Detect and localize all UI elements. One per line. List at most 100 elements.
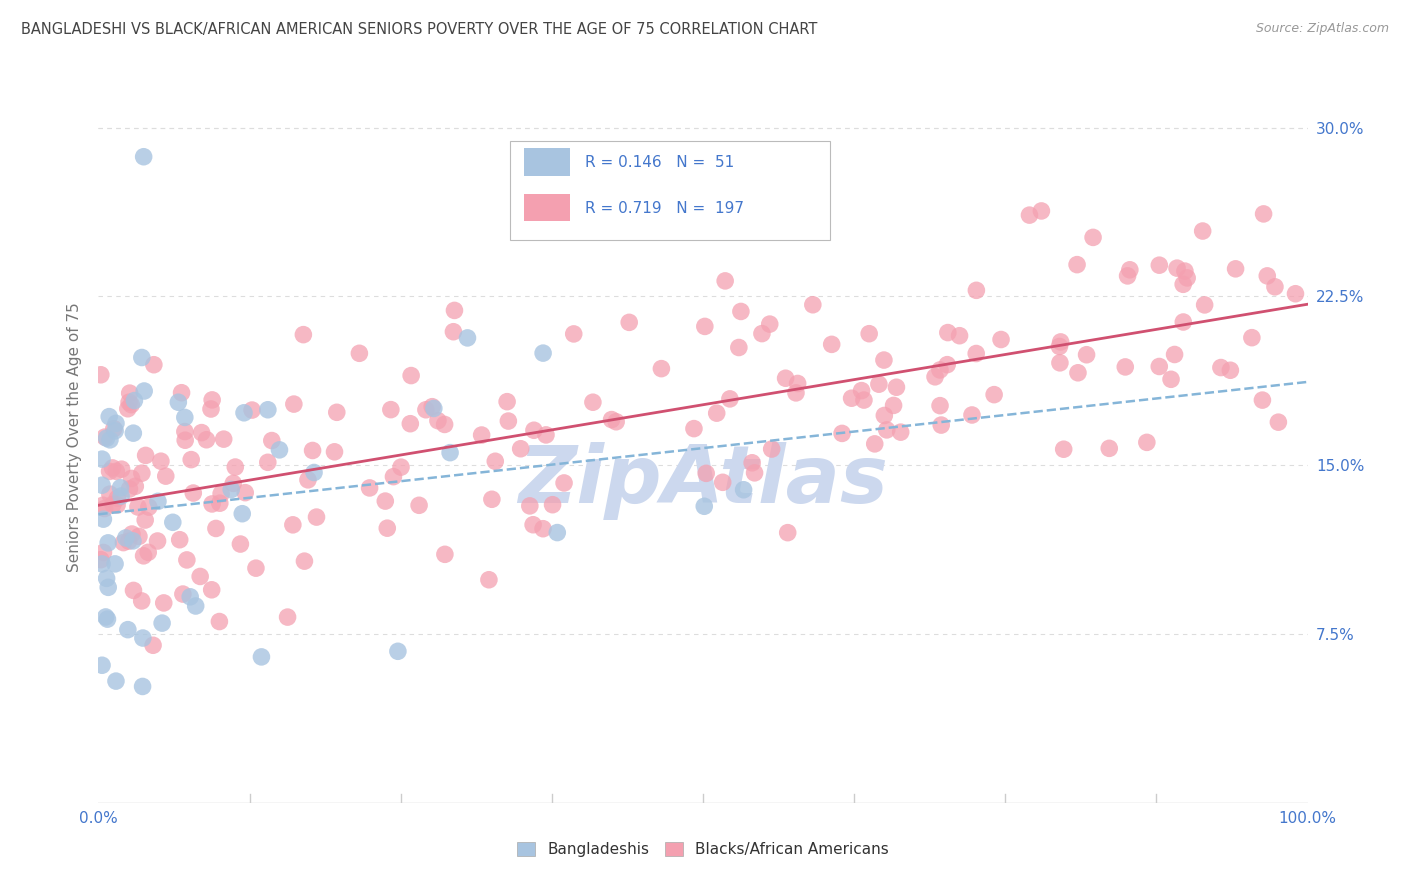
Point: [785, 385, 807, 400]
Point: [167, 395, 190, 409]
Point: [283, 397, 305, 411]
Point: [142, 358, 165, 372]
Point: [758, 317, 780, 331]
Point: [706, 406, 728, 420]
Point: [776, 525, 799, 540]
Point: [98, 464, 121, 478]
Point: [122, 533, 145, 548]
Point: [541, 498, 564, 512]
Point: [93, 545, 115, 559]
Point: [983, 387, 1005, 401]
Point: [1049, 339, 1071, 353]
Point: [326, 405, 349, 419]
Point: [441, 325, 464, 339]
Point: [97, 536, 120, 550]
Point: [292, 327, 315, 342]
Point: [101, 461, 124, 475]
Point: [619, 315, 641, 329]
Point: [110, 481, 132, 495]
Point: [305, 510, 328, 524]
Point: [149, 454, 172, 468]
Point: [693, 319, 716, 334]
Point: [135, 449, 157, 463]
Point: [96, 431, 118, 445]
Point: [179, 590, 201, 604]
Point: [240, 403, 263, 417]
Point: [481, 492, 503, 507]
Point: [195, 433, 218, 447]
Point: [1049, 334, 1071, 349]
Point: [229, 537, 252, 551]
Point: [104, 424, 127, 438]
Point: [929, 363, 952, 377]
Point: [104, 674, 127, 689]
Point: [281, 517, 304, 532]
Point: [250, 649, 273, 664]
Point: [150, 616, 173, 631]
Point: [883, 398, 905, 412]
FancyBboxPatch shape: [509, 141, 830, 240]
Point: [180, 452, 202, 467]
Point: [359, 481, 381, 495]
Point: [1114, 359, 1136, 374]
Point: [91, 658, 114, 673]
Point: [294, 554, 316, 568]
Point: [890, 425, 912, 439]
Point: [456, 331, 478, 345]
Point: [208, 496, 231, 510]
Point: [965, 346, 987, 360]
Point: [426, 414, 449, 428]
Point: [868, 377, 890, 392]
Point: [94, 610, 117, 624]
Point: [173, 410, 195, 425]
Point: [546, 525, 568, 540]
Text: Source: ZipAtlas.com: Source: ZipAtlas.com: [1256, 22, 1389, 36]
Point: [277, 610, 299, 624]
Point: [1067, 366, 1090, 380]
Point: [531, 522, 554, 536]
Point: [478, 573, 501, 587]
Point: [104, 557, 127, 571]
Point: [929, 399, 952, 413]
Point: [509, 442, 531, 456]
Point: [93, 501, 115, 516]
Point: [821, 337, 844, 351]
Point: [181, 486, 204, 500]
Point: [184, 599, 207, 613]
Point: [1160, 372, 1182, 386]
Point: [1251, 393, 1274, 408]
Point: [420, 400, 443, 414]
Point: [695, 467, 717, 481]
Point: [134, 384, 156, 398]
Point: [1191, 224, 1213, 238]
Point: [90, 368, 112, 382]
Point: [730, 304, 752, 318]
Point: [873, 353, 896, 368]
Point: [1049, 356, 1071, 370]
Point: [118, 482, 141, 496]
Point: [650, 361, 672, 376]
Point: [233, 406, 256, 420]
Point: [245, 561, 267, 575]
Point: [1119, 262, 1142, 277]
Point: [960, 408, 983, 422]
Point: [105, 498, 128, 512]
Text: BANGLADESHI VS BLACK/AFRICAN AMERICAN SENIORS POVERTY OVER THE AGE OF 75 CORRELA: BANGLADESHI VS BLACK/AFRICAN AMERICAN SE…: [21, 22, 817, 37]
Point: [136, 545, 159, 559]
Point: [924, 369, 946, 384]
Point: [1240, 331, 1263, 345]
Point: [523, 423, 546, 437]
Point: [852, 393, 875, 408]
Point: [124, 479, 146, 493]
Point: [990, 333, 1012, 347]
Text: R = 0.719   N =  197: R = 0.719 N = 197: [585, 202, 744, 217]
Point: [121, 471, 143, 485]
Point: [1267, 415, 1289, 429]
Point: [433, 417, 456, 432]
Point: [741, 456, 763, 470]
Point: [131, 680, 153, 694]
Bar: [524, 194, 569, 221]
Point: [387, 644, 409, 658]
Point: [1194, 298, 1216, 312]
Point: [1066, 258, 1088, 272]
